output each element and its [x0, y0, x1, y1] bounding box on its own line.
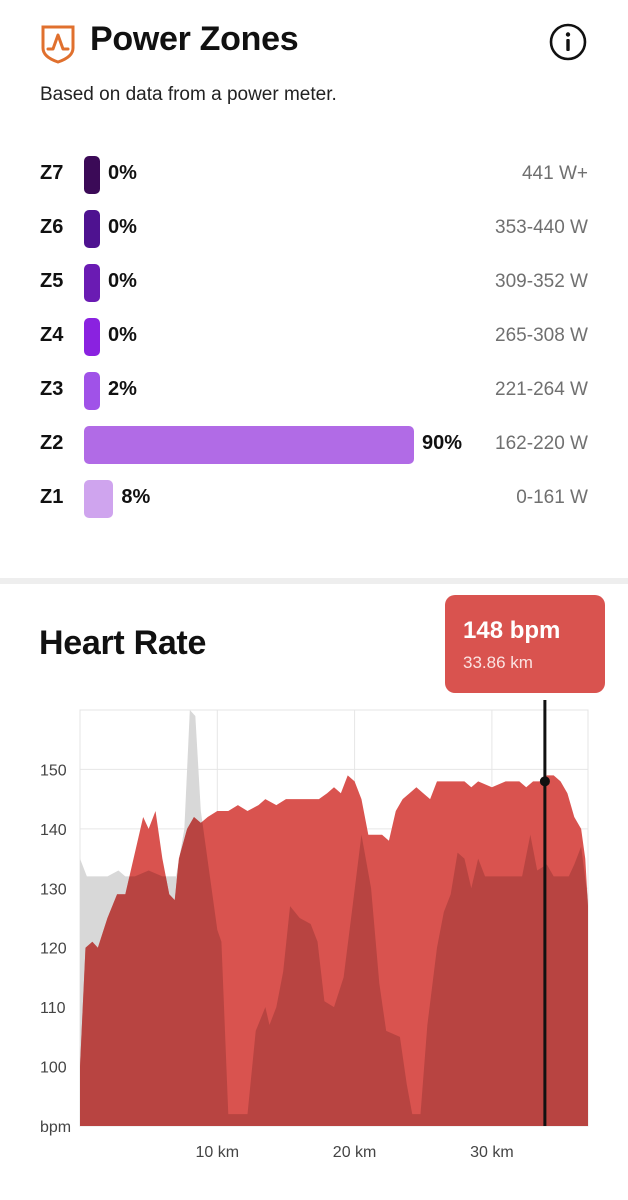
x-tick-label: 10 km [196, 1144, 240, 1161]
zone-bar [84, 318, 100, 356]
tooltip-bpm: 148 bpm [463, 617, 561, 644]
zone-label: Z1 [40, 486, 64, 508]
zone-bar [84, 210, 100, 248]
zone-percent: 8% [121, 486, 151, 508]
x-tick-label: 20 km [333, 1144, 377, 1161]
zone-bar [84, 156, 100, 194]
zone-percent: 0% [108, 216, 137, 238]
elevation-overlay [80, 775, 588, 1126]
zone-range: 309-352 W [495, 271, 588, 292]
zone-label: Z7 [40, 162, 64, 184]
zone-bar [84, 372, 100, 410]
zone-label: Z2 [40, 432, 64, 454]
zone-percent: 2% [108, 378, 137, 400]
x-tick-label: 30 km [470, 1144, 514, 1161]
heart-rate-chart[interactable]: bpm 100 110 120 130 140 150 10 km 20 km 30 km [0, 700, 628, 1170]
power-zones-header: Power Zones Based on data from a power m… [0, 0, 628, 120]
section-divider [0, 578, 628, 584]
zone-range: 441 W+ [521, 163, 588, 184]
zone-percent: 0% [108, 162, 137, 184]
zone-bar [84, 264, 100, 302]
chart-tooltip: 148 bpm 33.86 km [445, 595, 605, 693]
zone-range: 0-161 W [516, 487, 588, 508]
y-tick-label: bpm [40, 1119, 71, 1136]
zone-row: Z1 8% 0-161 W [0, 472, 628, 526]
zone-row: Z5 0% 309-352 W [0, 256, 628, 310]
y-tick-label: 110 [40, 1000, 66, 1017]
zone-bar [84, 426, 414, 464]
y-tick-label: 100 [40, 1060, 67, 1077]
zone-label: Z5 [40, 270, 64, 292]
heart-rate-title: Heart Rate [39, 624, 207, 662]
y-tick-label: 120 [40, 941, 67, 958]
zone-row: Z7 0% 441 W+ [0, 148, 628, 202]
zone-range: 221-264 W [495, 379, 588, 400]
zone-percent: 0% [108, 270, 137, 292]
zone-row: Z2 90% 162-220 W [0, 418, 628, 472]
y-tick-label: 140 [40, 822, 67, 839]
tooltip-distance: 33.86 km [463, 653, 533, 672]
zone-range: 162-220 W [495, 433, 588, 454]
zone-bar [84, 480, 114, 518]
zone-percent: 90% [422, 432, 463, 454]
zone-range: 353-440 W [495, 217, 588, 238]
zone-percent: 0% [108, 324, 137, 346]
zone-label: Z6 [40, 216, 64, 238]
page-subtitle: Based on data from a power meter. [40, 84, 337, 105]
info-icon[interactable] [549, 23, 587, 61]
zone-row: Z6 0% 353-440 W [0, 202, 628, 256]
zone-label: Z4 [40, 324, 64, 346]
y-tick-label: 130 [40, 881, 67, 898]
y-tick-label: 150 [40, 762, 67, 779]
page-title: Power Zones [90, 20, 299, 58]
zone-row: Z4 0% 265-308 W [0, 310, 628, 364]
cursor-point [539, 776, 550, 787]
zone-label: Z3 [40, 378, 64, 400]
zone-range: 265-308 W [495, 325, 588, 346]
zone-row: Z3 2% 221-264 W [0, 364, 628, 418]
activity-icon [41, 25, 75, 64]
